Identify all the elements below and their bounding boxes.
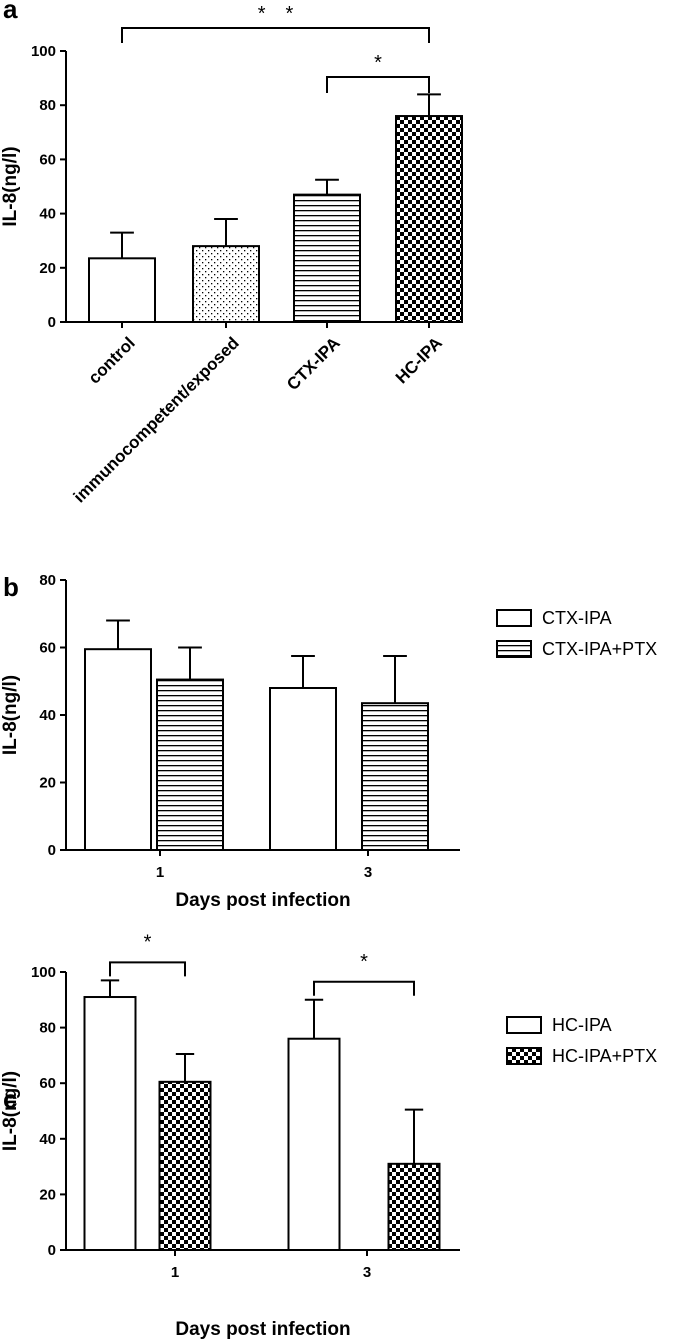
significance-label: *	[360, 951, 368, 973]
significance-label: * *	[258, 3, 294, 25]
legend-label: CTX-IPA+PTX	[542, 639, 657, 659]
significance-label: *	[144, 931, 152, 953]
x-tick-label: 3	[363, 1264, 371, 1281]
bar	[387, 1162, 441, 1251]
bar	[287, 1037, 341, 1251]
y-tick-label: 40	[39, 707, 56, 724]
x-tick-label: CTX-IPA	[283, 333, 344, 394]
y-tick-label: 40	[39, 206, 56, 223]
bar	[395, 115, 463, 324]
legend-swatch	[506, 1047, 542, 1065]
bar	[156, 678, 224, 851]
x-tick-label: 1	[171, 1264, 179, 1281]
bar	[269, 687, 337, 851]
legend-swatch	[496, 609, 532, 627]
y-tick-label: 100	[31, 43, 56, 60]
legend-swatch	[496, 640, 532, 658]
y-axis-label: IL-8(ng/l)	[0, 1071, 21, 1151]
panel-b: b 0 20 40 60 80 IL-8(ng/l) 1 3 Days post infectio…	[0, 572, 657, 911]
bar	[192, 245, 260, 323]
significance-label: *	[374, 52, 382, 74]
panel-letter: c	[3, 1084, 17, 1114]
y-tick-label: 80	[39, 1020, 56, 1037]
legend-swatch	[506, 1016, 542, 1034]
x-tick-label: HC-IPA	[392, 333, 446, 387]
bar	[361, 702, 429, 851]
significance-bracket	[326, 76, 430, 93]
y-tick-label: 60	[39, 151, 56, 168]
significance-bracket	[109, 961, 186, 977]
y-tick-label: 20	[39, 775, 56, 792]
y-tick-label: 0	[48, 314, 56, 331]
y-tick-label: 100	[31, 964, 56, 981]
panel-c: c 0 20 40 60 80 100 IL-8(ng/l) 1 3 Days post infec…	[0, 931, 657, 1340]
x-axis-label: Days post infection	[175, 1319, 350, 1340]
x-tick-label: 3	[364, 864, 372, 881]
bar	[83, 996, 137, 1252]
y-tick-label: 80	[39, 572, 56, 589]
legend-label: HC-IPA	[552, 1015, 612, 1035]
x-tick-label: immunocompetent/exposed	[70, 333, 243, 506]
y-tick-label: 80	[39, 97, 56, 114]
y-tick-label: 60	[39, 1075, 56, 1092]
significance-bracket	[121, 27, 430, 43]
legend-label: CTX-IPA	[542, 608, 612, 628]
y-axis-label: IL-8(ng/l)	[0, 146, 21, 226]
x-tick-label: 1	[156, 864, 164, 881]
x-axis-label: Days post infection	[175, 890, 350, 911]
y-tick-label: 0	[48, 842, 56, 859]
panel-a: a 0 20 40 60 80 100 IL-8(ng/l) controlimmunocomp…	[0, 0, 463, 506]
x-tick-label: control	[85, 333, 139, 387]
bar	[293, 193, 361, 324]
y-tick-label: 20	[39, 1186, 56, 1203]
y-tick-label: 0	[48, 1242, 56, 1259]
bar	[84, 648, 152, 851]
y-tick-label: 40	[39, 1131, 56, 1148]
bar	[158, 1080, 212, 1252]
bar	[88, 257, 156, 324]
legend-label: HC-IPA+PTX	[552, 1046, 657, 1066]
panel-letter: b	[3, 572, 19, 602]
y-axis-label: IL-8(ng/l)	[0, 675, 21, 755]
y-tick-label: 20	[39, 260, 56, 277]
y-tick-label: 60	[39, 640, 56, 657]
significance-bracket	[313, 980, 415, 996]
panel-letter: a	[3, 0, 18, 24]
